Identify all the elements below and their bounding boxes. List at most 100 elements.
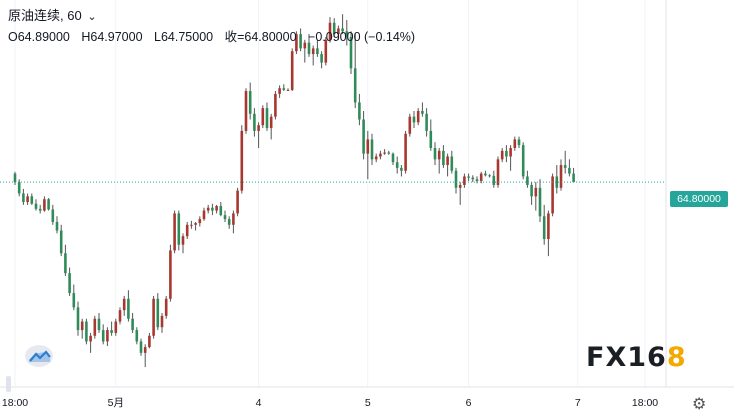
candle-body (265, 108, 269, 129)
gear-icon[interactable]: ⚙ (692, 396, 707, 413)
candles-group (13, 14, 575, 368)
candle-body (526, 176, 529, 185)
symbol-name[interactable]: 原油连续 (8, 8, 61, 23)
candle-body (458, 184, 462, 188)
candle-body (282, 88, 286, 90)
watermark-suffix: 8 (666, 342, 687, 373)
candle-body (379, 153, 382, 157)
candle-body (43, 199, 46, 211)
candle-body (211, 207, 214, 211)
candle-body (253, 113, 256, 131)
candle-body (454, 170, 458, 188)
candle-body (139, 341, 143, 353)
change-percent: (−0.14%) (364, 30, 416, 44)
time-scroll-handle[interactable] (6, 376, 11, 392)
candle-body (135, 330, 139, 342)
chart-grid (14, 0, 646, 387)
candle-body (395, 162, 399, 168)
interval-label[interactable]: 60 (67, 8, 82, 23)
candle-body (89, 335, 92, 342)
candle-body (240, 130, 244, 191)
candle-body (500, 150, 504, 160)
candle-body (400, 167, 403, 171)
candle-body (521, 145, 525, 177)
tradingview-cloud-icon[interactable] (25, 345, 53, 367)
candle-body (412, 116, 416, 123)
candle-body (223, 215, 227, 220)
candle-body (185, 224, 189, 237)
open-label: O (8, 30, 18, 44)
candle-body (64, 253, 67, 274)
candle-body (118, 310, 122, 322)
candle-body (509, 147, 512, 157)
candle-body (425, 113, 428, 131)
candle-body (295, 34, 298, 52)
candle-body (194, 223, 197, 225)
candle-body (219, 206, 223, 216)
candle-body (173, 213, 176, 251)
fx168-watermark: FX168 (586, 342, 687, 373)
close-value: 64.80000 (244, 30, 297, 44)
candle-body (534, 187, 538, 197)
close-label: 收= (224, 30, 245, 44)
candle-body (156, 298, 160, 328)
candle-body (261, 108, 265, 126)
candle-body (269, 116, 273, 129)
candle-body (450, 156, 454, 171)
high-label: H (81, 30, 91, 44)
candle-body (341, 28, 344, 32)
candle-body (437, 150, 441, 160)
candle-body (479, 173, 483, 181)
candle-body (517, 139, 521, 146)
candle-body (475, 179, 479, 181)
candle-body (337, 28, 340, 35)
legend-title-row: 原油连续, 60 ⌄ (8, 6, 415, 27)
candle-body (370, 139, 374, 160)
candle-body (505, 150, 508, 157)
candle-body (85, 321, 88, 342)
candle-body (152, 298, 155, 336)
candle-body (122, 298, 126, 311)
candle-body (274, 93, 277, 117)
candle-body (232, 213, 235, 225)
candle-body (72, 293, 76, 308)
candle-body (290, 51, 294, 90)
candle-body (51, 209, 55, 222)
candle-body (513, 139, 517, 148)
candle-body (463, 176, 466, 185)
ohlc-row: O64.89000 H64.97000 L64.75000 收=64.80000… (8, 27, 415, 47)
candle-body (383, 152, 386, 154)
candle-body (206, 207, 210, 211)
time-tick-label: 5 (365, 397, 371, 409)
candle-body (320, 54, 323, 63)
candle-body (416, 110, 420, 123)
candle-body (181, 236, 185, 245)
candle-body (286, 89, 290, 91)
candle-body (303, 42, 307, 49)
candle-body (568, 167, 571, 174)
chevron-down-icon[interactable]: ⌄ (87, 11, 97, 23)
candle-body (307, 42, 311, 55)
time-tick-label: 7 (575, 397, 581, 409)
candle-body (93, 318, 97, 336)
candle-body (467, 176, 470, 178)
candle-body (76, 307, 80, 331)
candle-body (391, 153, 395, 163)
time-tick-label: 18:00 (2, 397, 28, 409)
watermark-prefix: FX16 (586, 342, 667, 373)
title-separator: , (60, 8, 68, 23)
candle-body (328, 22, 332, 40)
time-tick-label: 6 (466, 397, 472, 409)
candle-body (106, 330, 109, 342)
candle-body (190, 224, 193, 226)
candle-body (34, 203, 38, 209)
open-value: 64.89000 (17, 30, 70, 44)
candle-body (387, 152, 391, 154)
candle-body (496, 159, 500, 185)
candle-body (408, 116, 412, 134)
candle-body (366, 139, 370, 154)
candle-body (198, 219, 202, 224)
low-label: L (154, 30, 161, 44)
candle-body (30, 196, 34, 204)
